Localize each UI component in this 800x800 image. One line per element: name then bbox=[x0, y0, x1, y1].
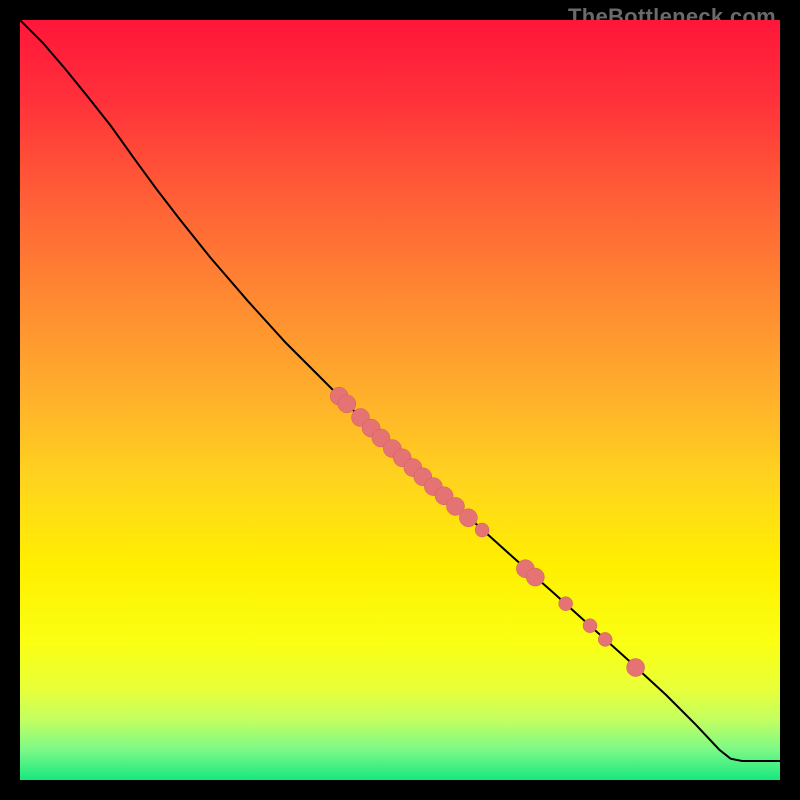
data-marker bbox=[526, 568, 544, 586]
data-marker bbox=[598, 632, 612, 646]
data-marker bbox=[459, 509, 477, 527]
data-marker bbox=[627, 659, 645, 677]
bottleneck-curve bbox=[20, 20, 780, 761]
data-marker bbox=[583, 619, 597, 633]
data-marker bbox=[338, 395, 356, 413]
chart-overlay bbox=[20, 20, 780, 780]
chart-area bbox=[20, 20, 780, 780]
data-marker bbox=[475, 523, 489, 537]
data-marker bbox=[559, 597, 573, 611]
